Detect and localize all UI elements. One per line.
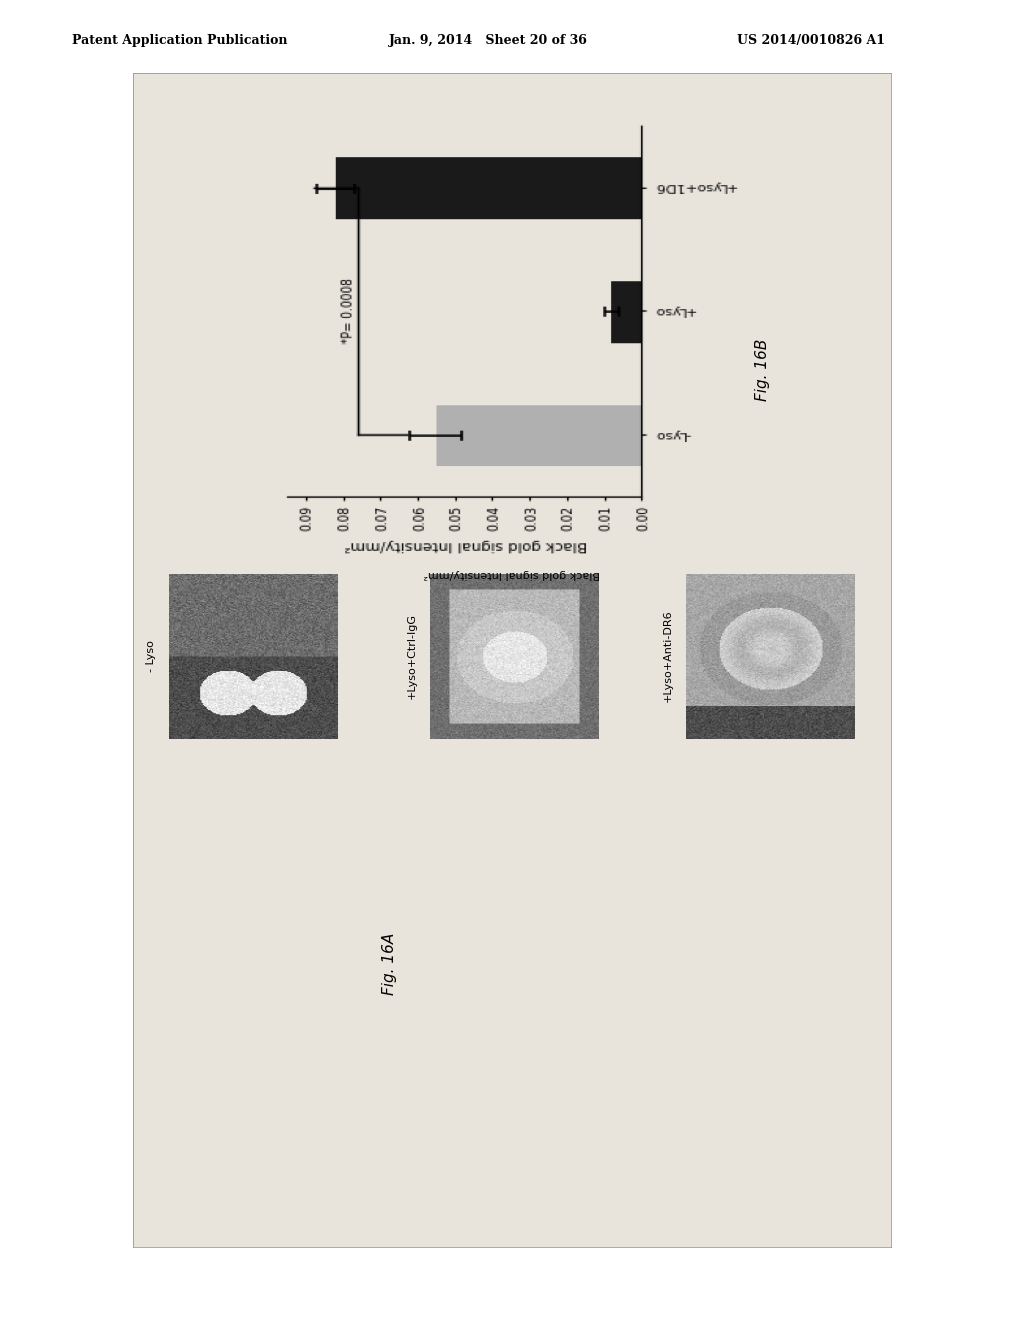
Text: Jan. 9, 2014   Sheet 20 of 36: Jan. 9, 2014 Sheet 20 of 36 [389, 34, 588, 48]
Text: Fig. 16A: Fig. 16A [382, 932, 396, 995]
Text: +Lyso+Ctrl-IgG: +Lyso+Ctrl-IgG [407, 612, 417, 700]
Text: - Lyso: - Lyso [145, 640, 156, 672]
Text: Black gold signal Intensity/mm²: Black gold signal Intensity/mm² [424, 569, 600, 579]
Text: Patent Application Publication: Patent Application Publication [72, 34, 287, 48]
Text: US 2014/0010826 A1: US 2014/0010826 A1 [737, 34, 886, 48]
Text: +Lyso+Anti-DR6: +Lyso+Anti-DR6 [663, 610, 673, 702]
Text: Fig. 16B: Fig. 16B [756, 338, 770, 401]
